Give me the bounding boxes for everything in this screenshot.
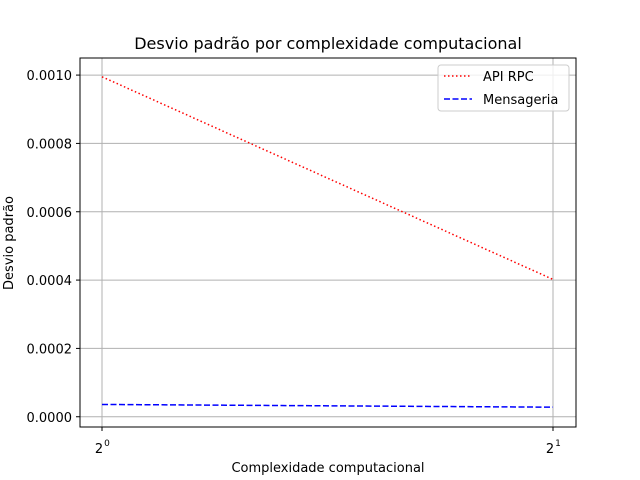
y-tick-label: 0.0002 xyxy=(27,342,73,357)
x-tick-exponent: 1 xyxy=(555,439,561,449)
series-line-mensageria xyxy=(101,403,554,408)
x-tick-exponent: 0 xyxy=(104,439,110,449)
legend-label: API RPC xyxy=(483,70,534,85)
legend-label: Mensageria xyxy=(483,93,558,108)
x-tick-base: 2 xyxy=(95,442,103,457)
chart-title: Desvio padrão por complexidade computaci… xyxy=(134,34,522,53)
x-tick-base: 2 xyxy=(546,442,554,457)
plot-frame xyxy=(79,57,577,428)
y-tick-label: 0.0010 xyxy=(27,69,73,84)
y-tick-label: 0.0008 xyxy=(27,137,73,152)
legend: API RPC Mensageria xyxy=(437,64,570,112)
x-axis-label: Complexidade computacional xyxy=(231,461,424,476)
grid xyxy=(80,58,576,427)
y-axis-ticks: 0.0000 0.0002 0.0004 0.0006 0.0008 0.0010 xyxy=(27,69,80,426)
y-tick-label: 0.0000 xyxy=(27,411,73,426)
series-line-api-rpc xyxy=(101,76,554,281)
y-axis-label: Desvio padrão xyxy=(2,196,17,290)
y-tick-label: 0.0006 xyxy=(27,206,73,221)
series-lines xyxy=(101,76,554,408)
y-tick-label: 0.0004 xyxy=(27,274,73,289)
